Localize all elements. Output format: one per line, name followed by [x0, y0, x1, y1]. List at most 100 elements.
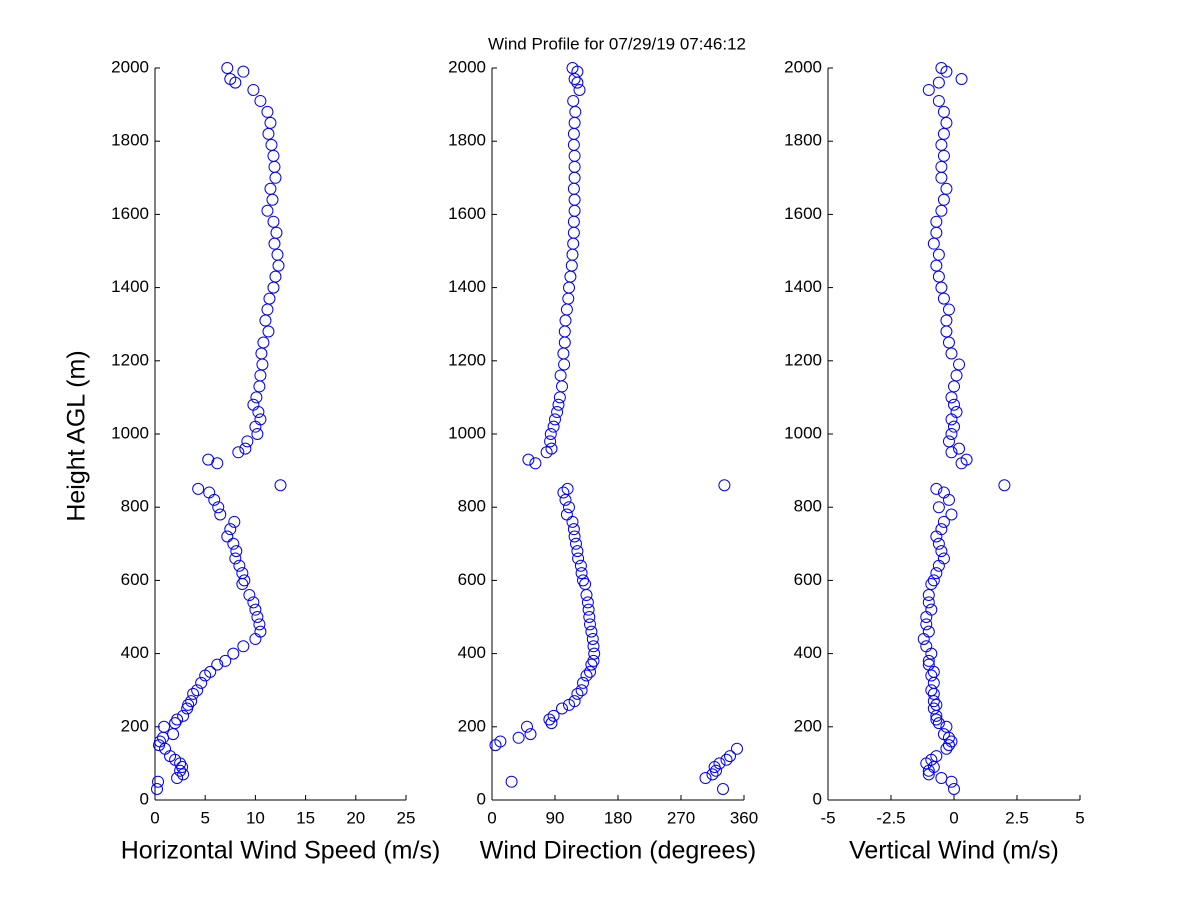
point	[556, 702, 568, 715]
point	[581, 596, 594, 609]
point	[251, 428, 264, 440]
y-axis-label: Height AGL (m)	[63, 350, 91, 521]
point	[253, 618, 266, 631]
y-tick-label: 1000	[784, 423, 822, 442]
point	[236, 567, 249, 580]
y-tick-label: 1000	[111, 423, 149, 442]
point	[930, 750, 943, 763]
point	[960, 453, 973, 466]
point	[720, 753, 733, 766]
x-tick-label: 15	[296, 808, 315, 827]
point	[247, 596, 260, 609]
point	[204, 665, 217, 678]
point	[560, 508, 573, 521]
point	[571, 687, 584, 700]
point	[171, 713, 184, 726]
point	[925, 669, 938, 682]
point	[230, 545, 243, 558]
point	[935, 523, 948, 536]
point	[563, 501, 575, 514]
point	[261, 105, 274, 118]
point	[202, 453, 215, 466]
point	[940, 720, 953, 733]
point	[191, 684, 204, 697]
point	[254, 625, 267, 638]
y-tick-label: 400	[794, 643, 822, 662]
point	[953, 442, 966, 455]
point	[521, 720, 533, 733]
x-axis-label: Vertical Wind (m/s)	[849, 837, 1059, 865]
point	[270, 226, 283, 239]
point	[945, 391, 958, 404]
x-axis-label: Wind Direction (degrees)	[480, 837, 757, 865]
point	[930, 713, 943, 726]
x-tick-label: 5	[200, 808, 209, 827]
x-tick-label: 0	[487, 808, 496, 827]
point	[942, 739, 955, 752]
point	[237, 65, 250, 78]
point	[948, 380, 960, 393]
point	[577, 574, 589, 587]
point	[573, 83, 586, 96]
point	[203, 486, 216, 499]
point	[584, 618, 596, 631]
point	[930, 567, 943, 580]
point	[549, 413, 561, 426]
y-tick-label: 1400	[111, 277, 149, 296]
point	[922, 658, 935, 671]
point	[264, 116, 277, 129]
y-tick-label: 1200	[111, 350, 149, 369]
point	[942, 336, 955, 349]
point	[937, 105, 950, 118]
point	[214, 508, 227, 521]
x-tick-label: 5	[1075, 808, 1084, 827]
point	[187, 687, 200, 700]
point	[930, 698, 943, 711]
point	[935, 772, 948, 785]
point	[930, 259, 943, 272]
point	[584, 665, 596, 678]
point	[250, 391, 263, 404]
point	[925, 603, 938, 616]
point	[267, 215, 280, 228]
x-tick-label: 270	[667, 808, 695, 827]
point	[522, 453, 535, 466]
y-tick-label: 800	[458, 497, 486, 516]
point	[935, 204, 948, 217]
point	[998, 479, 1011, 492]
x-tick-label: -2.5	[876, 808, 905, 827]
point	[932, 248, 945, 261]
point	[948, 420, 960, 433]
point	[247, 398, 260, 411]
point	[233, 559, 246, 572]
point	[195, 676, 208, 689]
y-tick-label: 0	[140, 789, 149, 808]
point	[699, 772, 712, 785]
point	[241, 435, 254, 448]
y-tick-label: 1600	[111, 204, 149, 223]
point	[575, 567, 588, 580]
point	[927, 761, 940, 774]
point	[151, 783, 164, 796]
point	[238, 574, 251, 587]
point	[269, 270, 282, 283]
x-tick-label: 180	[604, 808, 632, 827]
y-tick-label: 1800	[448, 131, 486, 150]
point	[257, 336, 270, 349]
x-tick-label: 20	[346, 808, 365, 827]
point	[937, 149, 950, 162]
point	[580, 669, 593, 682]
point	[942, 435, 955, 448]
point	[568, 695, 581, 708]
point	[265, 138, 278, 151]
y-tick-label: 600	[794, 570, 822, 589]
point	[247, 83, 260, 96]
y-tick-label: 400	[121, 643, 149, 662]
point	[932, 717, 945, 730]
point	[224, 72, 237, 85]
point	[229, 552, 242, 565]
point	[932, 94, 945, 107]
point	[945, 446, 958, 459]
point	[927, 237, 940, 250]
point	[271, 248, 284, 261]
